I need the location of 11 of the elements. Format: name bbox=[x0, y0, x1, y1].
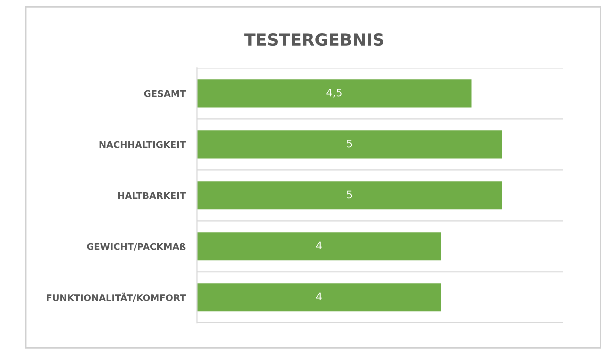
y-tick-label: NACHHALTIGKEIT bbox=[100, 141, 186, 148]
chart-title: TESTERGEBNIS bbox=[244, 34, 384, 46]
data-label: 4 bbox=[316, 292, 322, 300]
data-label: 4,5 bbox=[326, 88, 342, 98]
data-label: 5 bbox=[347, 190, 352, 199]
y-tick-label: GESAMT bbox=[144, 90, 186, 98]
data-label: 5 bbox=[347, 140, 352, 148]
y-tick-label: FUNKTIONALITÄT/KOMFORT bbox=[47, 292, 186, 302]
data-label: 4 bbox=[316, 242, 322, 250]
y-tick-label: HALTBARKEIT bbox=[118, 192, 186, 200]
y-tick-label: GEWICHT/PACKMAß bbox=[87, 243, 186, 251]
